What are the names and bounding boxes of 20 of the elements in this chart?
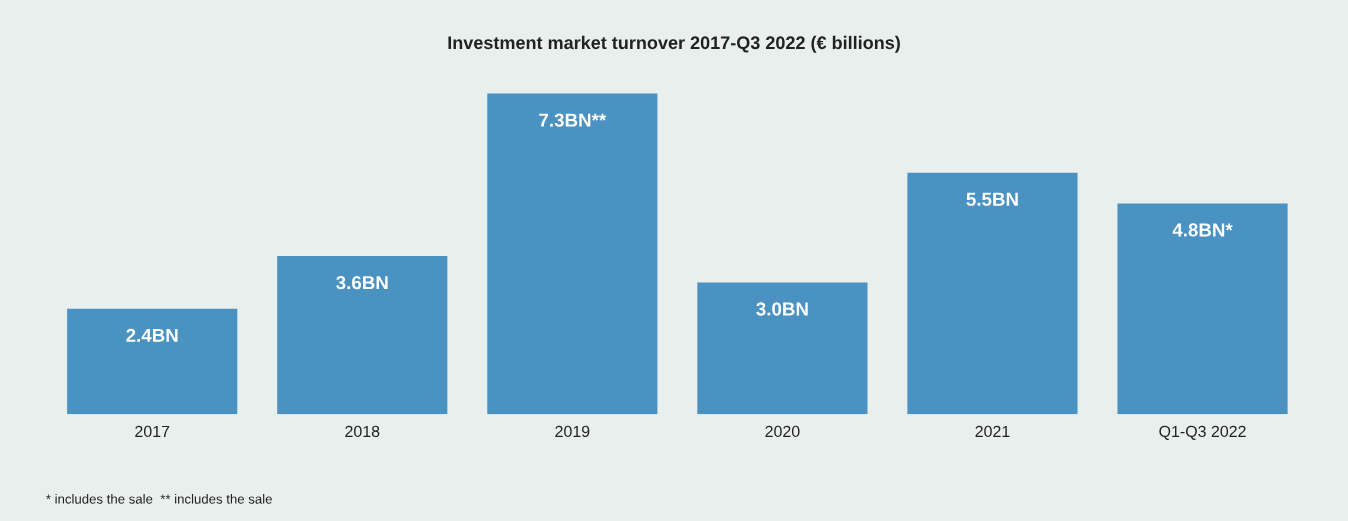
x-tick-label: 2020 <box>765 425 800 438</box>
data-label: 7.3BN** <box>539 113 607 127</box>
x-tick-label: 2018 <box>345 425 380 438</box>
data-label: 3.0BN <box>756 302 808 316</box>
x-tick-label: 2021 <box>975 425 1010 438</box>
data-label: 5.5BN <box>966 192 1018 206</box>
bar <box>697 282 868 415</box>
bar <box>907 172 1078 415</box>
x-tick-label: 2019 <box>555 425 590 438</box>
bar <box>487 93 658 415</box>
data-label: 3.6BN <box>336 276 388 290</box>
data-label: 4.8BN* <box>1172 223 1233 237</box>
x-tick-label: 2017 <box>135 425 170 438</box>
bar <box>1117 203 1288 415</box>
chart-title: Investment market turnover 2017-Q3 2022 (€ billions) <box>448 35 900 53</box>
x-tick-label: Q1-Q3 2022 <box>1159 425 1246 440</box>
bar <box>277 256 448 415</box>
data-label: 2.4BN <box>126 328 178 342</box>
text: * includes the sale ** includes the sale <box>46 494 272 504</box>
bar <box>67 308 238 415</box>
